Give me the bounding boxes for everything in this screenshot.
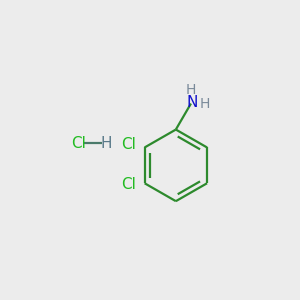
Text: H: H (186, 83, 196, 97)
Text: H: H (200, 97, 210, 110)
Text: Cl: Cl (122, 177, 136, 192)
Text: N: N (186, 95, 198, 110)
Text: Cl: Cl (71, 136, 86, 151)
Text: H: H (100, 136, 112, 151)
Text: Cl: Cl (122, 137, 136, 152)
